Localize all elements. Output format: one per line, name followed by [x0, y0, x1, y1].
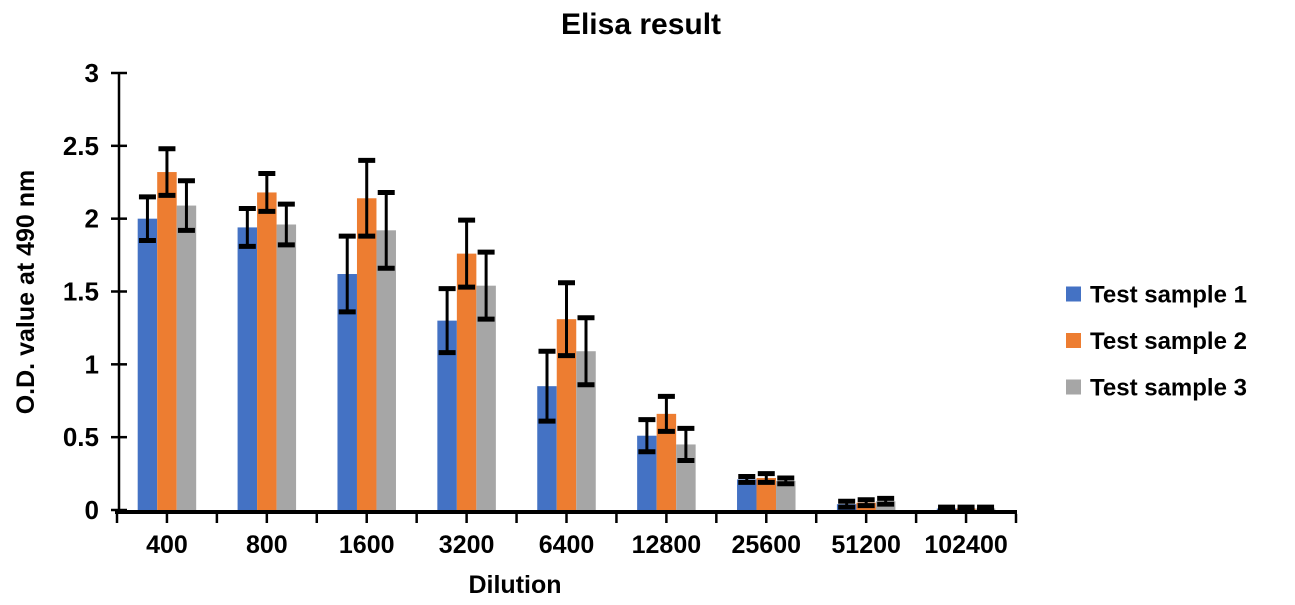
bar-test-sample-1-12800 — [637, 435, 657, 510]
x-category-label-1600: 1600 — [339, 531, 395, 559]
bar-test-sample-2-25600 — [756, 477, 777, 510]
y-tick-label-3: 3 — [85, 58, 99, 88]
bar-test-sample-2-3200 — [456, 253, 477, 510]
y-tick-label-2.5: 2.5 — [63, 131, 99, 161]
bar-test-sample-2-6400 — [556, 319, 577, 510]
x-category-label-400: 400 — [146, 531, 188, 559]
y-tick-label-2: 2 — [85, 204, 99, 234]
legend-swatch-test-sample-3 — [1066, 379, 1081, 395]
x-category-label-6400: 6400 — [539, 531, 595, 559]
chart-title: Elisa result — [561, 8, 721, 41]
bar-test-sample-3-25600 — [776, 480, 796, 510]
legend-label-test-sample-2: Test sample 2 — [1090, 328, 1247, 355]
legend-label-test-sample-3: Test sample 3 — [1090, 375, 1247, 402]
bar-test-sample-1-3200 — [437, 320, 457, 510]
bar-test-sample-3-1600 — [376, 230, 396, 510]
legend-swatch-test-sample-1 — [1066, 286, 1081, 302]
bar-test-sample-3-400 — [176, 205, 197, 510]
bar-test-sample-1-400 — [137, 218, 158, 511]
bar-test-sample-2-1600 — [356, 198, 377, 510]
bar-test-sample-1-25600 — [737, 479, 757, 510]
y-tick-label-0: 0 — [85, 495, 99, 525]
bar-test-sample-2-800 — [257, 192, 277, 510]
x-category-label-3200: 3200 — [439, 531, 495, 559]
y-tick-label-0.5: 0.5 — [63, 422, 99, 452]
bar-test-sample-1-6400 — [537, 386, 557, 510]
bar-test-sample-1-1600 — [337, 274, 357, 510]
x-category-label-25600: 25600 — [732, 531, 802, 559]
bar-test-sample-3-800 — [276, 224, 297, 511]
y-tick-label-1: 1 — [85, 349, 99, 379]
bar-test-sample-2-400 — [157, 172, 177, 511]
x-category-label-102400: 102400 — [924, 531, 1007, 559]
bar-test-sample-1-800 — [237, 227, 258, 510]
legend-swatch-test-sample-2 — [1066, 333, 1081, 348]
x-category-label-12800: 12800 — [632, 531, 702, 559]
bar-test-sample-3-6400 — [576, 351, 596, 510]
x-axis-title: Dilution — [468, 571, 561, 599]
x-category-label-51200: 51200 — [831, 531, 901, 559]
bar-test-sample-3-3200 — [476, 285, 496, 510]
y-axis-title: O.D. value at 490 nm — [12, 170, 40, 415]
legend-label-test-sample-1: Test sample 1 — [1090, 282, 1247, 309]
bar-test-sample-2-12800 — [656, 413, 677, 510]
y-tick-label-1.5: 1.5 — [63, 277, 99, 307]
x-category-label-800: 800 — [246, 531, 288, 559]
